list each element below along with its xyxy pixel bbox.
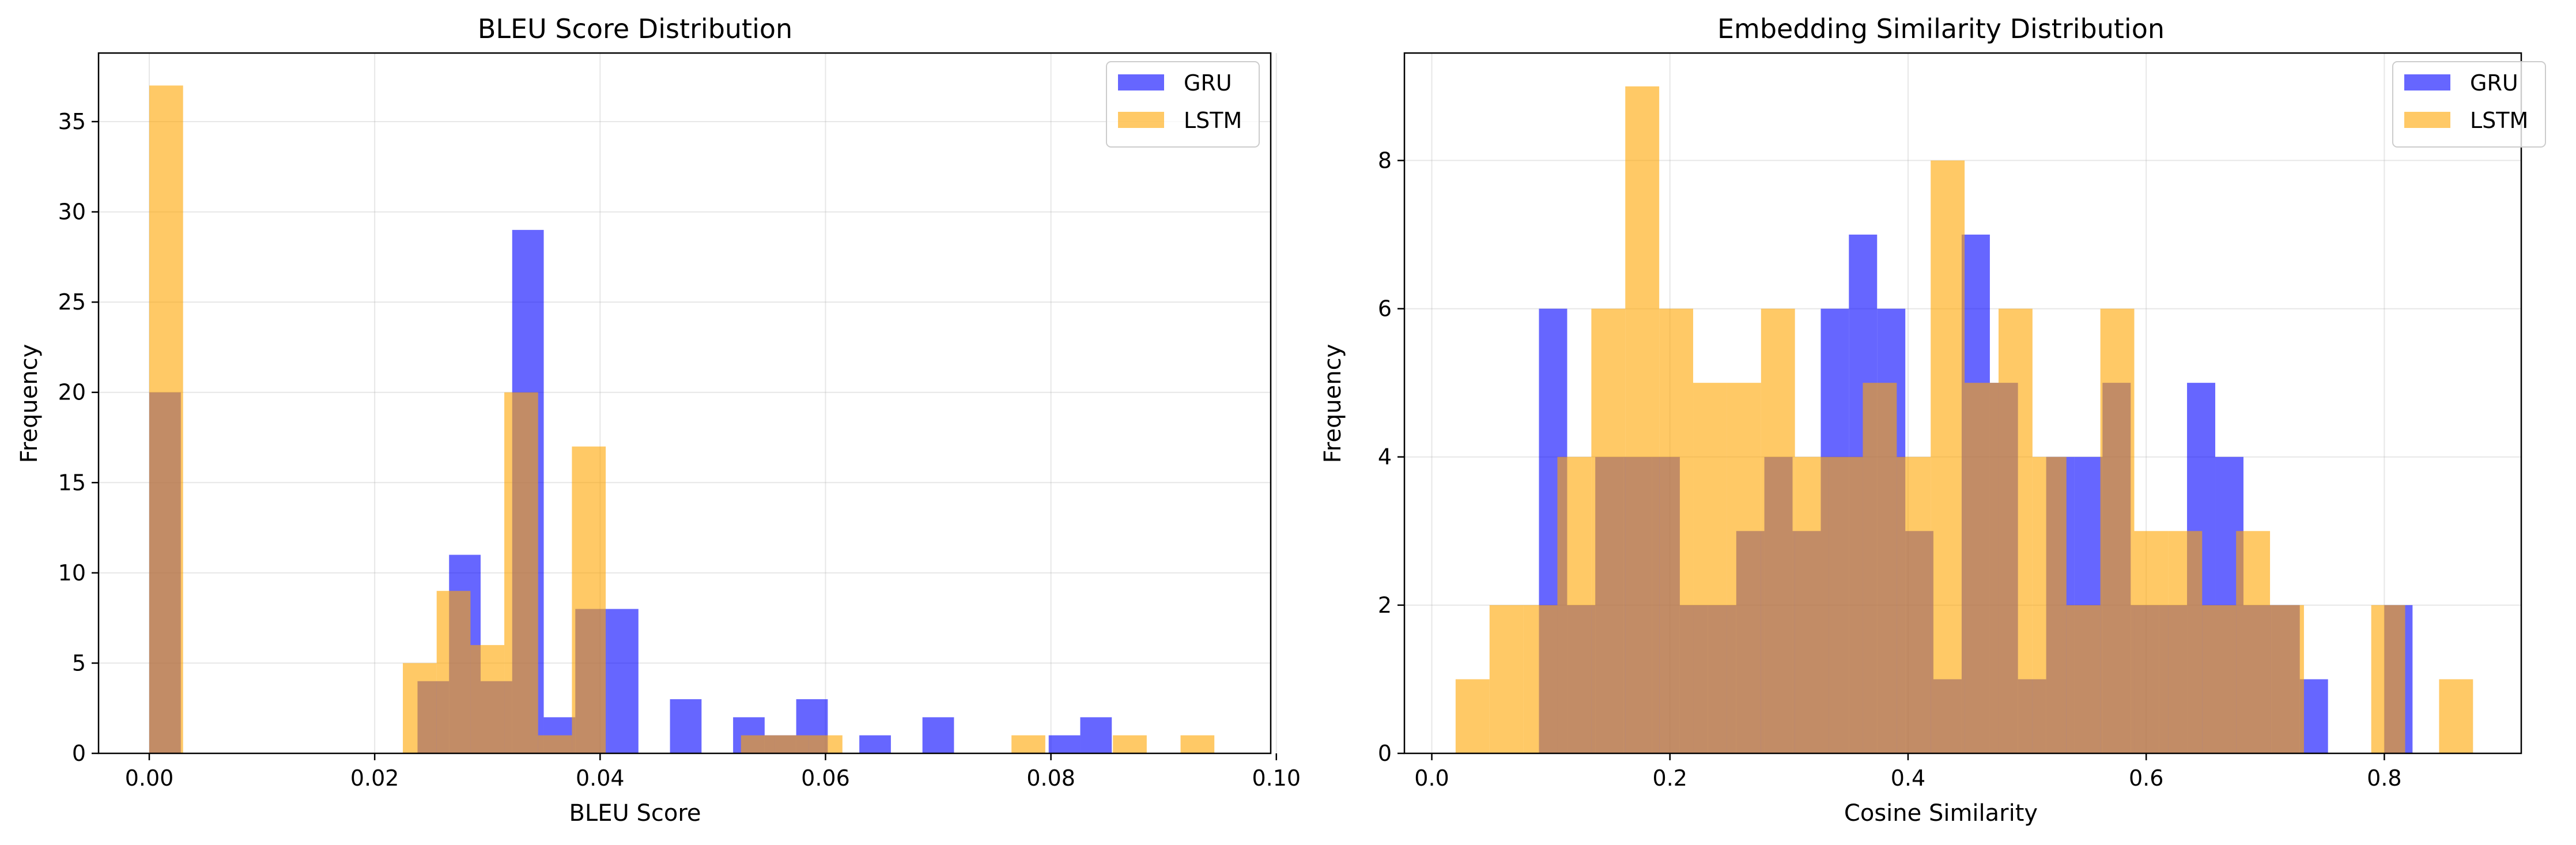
legend-label-lstm: LSTM bbox=[1184, 108, 1242, 133]
y-tick-label: 0 bbox=[72, 741, 86, 766]
bar-lstm bbox=[2168, 531, 2203, 753]
bar-lstm bbox=[1180, 735, 1215, 753]
legend-swatch-lstm bbox=[2404, 112, 2450, 128]
y-tick-label: 30 bbox=[58, 199, 86, 225]
chart-bleu: BLEU Score Distribution 0.00 0.02 0.04 0.06… bbox=[16, 13, 1301, 827]
x-axis-label: Cosine Similarity bbox=[1844, 800, 2038, 827]
bar-lstm bbox=[1795, 457, 1829, 753]
bar-lstm bbox=[1863, 383, 1897, 753]
x-tick-label: 0.4 bbox=[1891, 765, 1925, 791]
x-axis-label: BLEU Score bbox=[569, 800, 701, 827]
y-tick-label: 15 bbox=[58, 470, 86, 495]
plot-area: 0.0 0.2 0.4 0.6 0.8 0 2 4 6 8 bbox=[1378, 52, 2522, 791]
chart-title: Embedding Similarity Distribution bbox=[1717, 13, 2165, 44]
bar-lstm bbox=[403, 663, 437, 753]
y-tick-label: 10 bbox=[58, 560, 86, 586]
bar-lstm bbox=[741, 735, 775, 753]
x-tick-label: 0.02 bbox=[350, 765, 399, 791]
bar-gru bbox=[1080, 717, 1112, 753]
bar-lstm bbox=[1113, 735, 1147, 753]
y-tick-label: 0 bbox=[1378, 741, 1392, 766]
legend: GRU LSTM bbox=[1106, 61, 1260, 148]
y-tick-label: 5 bbox=[72, 650, 86, 676]
legend-label-gru: GRU bbox=[1184, 70, 1232, 96]
bar-lstm bbox=[1965, 383, 1999, 753]
x-tick-label: 0.08 bbox=[1026, 765, 1075, 791]
bar-lstm bbox=[2202, 605, 2237, 753]
bar-lstm bbox=[1011, 735, 1045, 753]
bar-gru bbox=[1048, 735, 1081, 753]
legend-label-gru: GRU bbox=[2470, 70, 2518, 96]
bar-lstm bbox=[1829, 457, 1863, 753]
bar-lstm bbox=[1693, 383, 1727, 753]
bar-lstm bbox=[538, 735, 572, 753]
bar-lstm bbox=[1931, 160, 1965, 753]
x-tick-label: 0.8 bbox=[2367, 765, 2401, 791]
y-tick-label: 4 bbox=[1378, 444, 1392, 470]
bar-lstm bbox=[1659, 308, 1694, 753]
bar-gru bbox=[607, 609, 639, 753]
bar-lstm bbox=[504, 392, 538, 753]
bar-lstm bbox=[1557, 457, 1592, 753]
y-axis-label: Frequency bbox=[1320, 344, 1346, 463]
y-tick-label: 8 bbox=[1378, 148, 1392, 173]
bar-lstm bbox=[1591, 308, 1626, 753]
bar-lstm bbox=[436, 591, 471, 753]
bar-lstm bbox=[2439, 679, 2473, 753]
y-tick-label: 20 bbox=[58, 380, 86, 405]
legend-swatch-gru bbox=[1118, 74, 1164, 90]
bar-lstm bbox=[1489, 605, 1524, 753]
bar-lstm bbox=[470, 645, 505, 753]
bar-lstm bbox=[2134, 531, 2169, 753]
x-tick-label: 0.00 bbox=[125, 765, 174, 791]
y-tick-label: 25 bbox=[58, 289, 86, 315]
legend-swatch-gru bbox=[2404, 74, 2450, 90]
bar-lstm bbox=[809, 735, 843, 753]
bar-gru bbox=[670, 699, 702, 753]
y-tick-label: 35 bbox=[58, 109, 86, 134]
bar-gru bbox=[859, 735, 891, 753]
bar-lstm bbox=[2371, 605, 2405, 753]
bar-lstm bbox=[1625, 86, 1660, 753]
plot-area: 0.00 0.02 0.04 0.06 0.08 0.10 0 5 10 15 20 25 30 35 bbox=[58, 52, 1301, 791]
x-tick-label: 0.0 bbox=[1414, 765, 1449, 791]
bar-lstm bbox=[572, 446, 606, 753]
chart-embedding: Embedding Similarity Distribution 0.0 0.2… bbox=[1320, 13, 2546, 827]
x-tick-label: 0.04 bbox=[576, 765, 625, 791]
x-tick-label: 0.2 bbox=[1653, 765, 1687, 791]
bar-lstm bbox=[1998, 308, 2033, 753]
legend: GRU LSTM bbox=[2392, 61, 2546, 148]
bar-gru bbox=[922, 717, 954, 753]
bar-lstm bbox=[1727, 383, 1761, 753]
bar-lstm bbox=[2066, 605, 2101, 753]
bar-lstm bbox=[1523, 605, 1558, 753]
bar-lstm bbox=[2032, 457, 2067, 753]
bar-lstm bbox=[2100, 308, 2135, 753]
y-tick-label: 6 bbox=[1378, 296, 1392, 322]
y-tick-label: 2 bbox=[1378, 593, 1392, 618]
bar-lstm bbox=[1897, 457, 1931, 753]
legend-swatch-lstm bbox=[1118, 112, 1164, 128]
x-tick-label: 0.06 bbox=[801, 765, 850, 791]
bar-gru bbox=[2299, 679, 2328, 753]
bar-lstm bbox=[149, 85, 183, 754]
bar-lstm bbox=[1761, 308, 1795, 753]
bar-lstm bbox=[2270, 605, 2304, 753]
bar-lstm bbox=[2236, 531, 2271, 753]
y-axis-label: Frequency bbox=[16, 344, 43, 463]
bar-lstm bbox=[1455, 679, 1490, 753]
axes-frame bbox=[97, 52, 1272, 755]
axes-frame bbox=[1403, 52, 2522, 755]
legend-label-lstm: LSTM bbox=[2470, 108, 2528, 133]
x-tick-label: 0.10 bbox=[1252, 765, 1301, 791]
x-tick-label: 0.6 bbox=[2129, 765, 2163, 791]
chart-title: BLEU Score Distribution bbox=[478, 13, 792, 44]
bar-lstm bbox=[775, 735, 809, 753]
